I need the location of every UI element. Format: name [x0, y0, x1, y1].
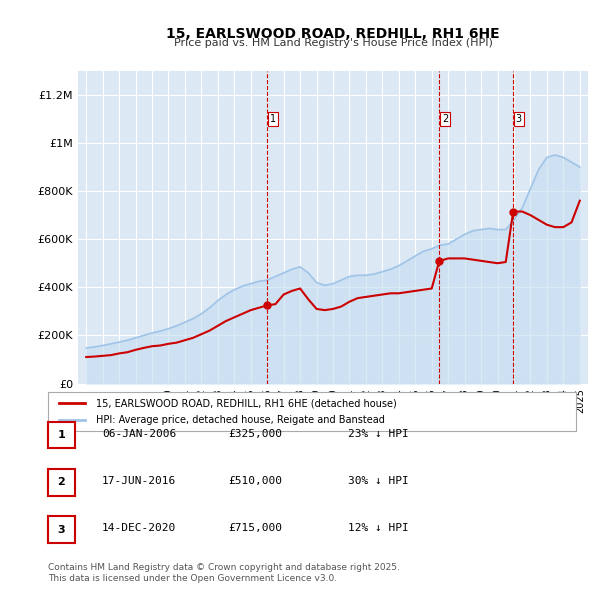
Text: 3: 3: [58, 525, 65, 535]
Text: 1: 1: [58, 430, 65, 440]
Text: 14-DEC-2020: 14-DEC-2020: [102, 523, 176, 533]
Text: 3: 3: [515, 114, 522, 124]
Text: 12% ↓ HPI: 12% ↓ HPI: [348, 523, 409, 533]
Text: 06-JAN-2006: 06-JAN-2006: [102, 429, 176, 438]
Text: £715,000: £715,000: [228, 523, 282, 533]
Text: £325,000: £325,000: [228, 429, 282, 438]
Text: HPI: Average price, detached house, Reigate and Banstead: HPI: Average price, detached house, Reig…: [95, 415, 385, 425]
Text: £510,000: £510,000: [228, 476, 282, 486]
Text: 30% ↓ HPI: 30% ↓ HPI: [348, 476, 409, 486]
Text: 2: 2: [58, 477, 65, 487]
Text: Contains HM Land Registry data © Crown copyright and database right 2025.
This d: Contains HM Land Registry data © Crown c…: [48, 563, 400, 583]
Text: 2: 2: [442, 114, 448, 124]
Text: 15, EARLSWOOD ROAD, REDHILL, RH1 6HE: 15, EARLSWOOD ROAD, REDHILL, RH1 6HE: [166, 27, 500, 41]
Text: 15, EARLSWOOD ROAD, REDHILL, RH1 6HE (detached house): 15, EARLSWOOD ROAD, REDHILL, RH1 6HE (de…: [95, 398, 396, 408]
Text: 17-JUN-2016: 17-JUN-2016: [102, 476, 176, 486]
Text: 23% ↓ HPI: 23% ↓ HPI: [348, 429, 409, 438]
Text: Price paid vs. HM Land Registry's House Price Index (HPI): Price paid vs. HM Land Registry's House …: [173, 38, 493, 48]
Text: 1: 1: [270, 114, 276, 124]
